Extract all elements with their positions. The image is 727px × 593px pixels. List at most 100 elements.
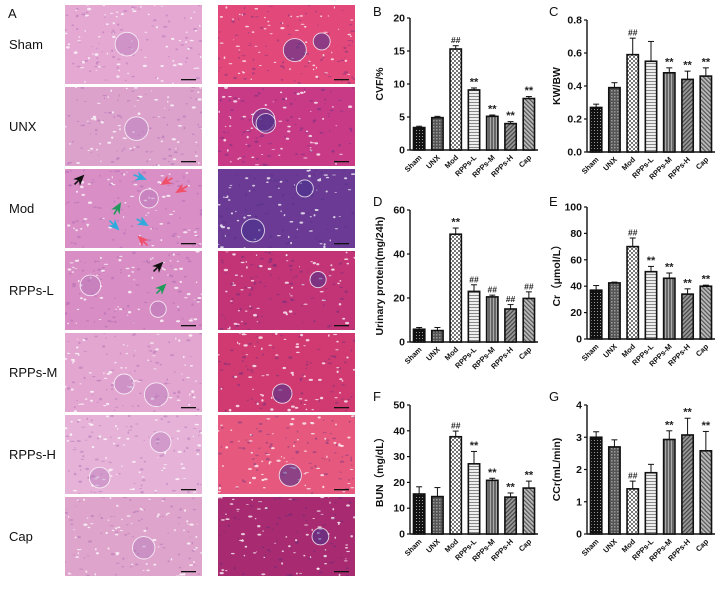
chart-b-cvf: 0 5 10 15 20 CVF/% Sham UNX ## Mod ** RPPs-L ** RPPs-… [370, 0, 550, 190]
masson-image-rpps-l [218, 251, 355, 330]
bar-unx [607, 86, 621, 153]
significance-marker: ## [451, 421, 461, 431]
significance-marker: ** [702, 56, 711, 68]
annotation-arrow-icon [175, 183, 188, 194]
bar-rpps-l [467, 89, 481, 151]
significance-marker: ## [469, 274, 479, 284]
bar-mod [626, 245, 640, 340]
x-tick-label: Cap [694, 342, 711, 359]
he-image-rpps-m [65, 333, 202, 412]
significance-marker: ## [506, 294, 516, 304]
annotation-arrow-icon [155, 283, 167, 295]
bar-mod [626, 488, 640, 535]
significance-marker: ** [683, 60, 692, 72]
significance-marker: ## [451, 35, 461, 45]
bar-mod [626, 53, 640, 153]
row-label-rpps-l: RPPs-L [9, 283, 54, 298]
panel-d-letter: D [373, 194, 383, 209]
significance-marker: ** [683, 277, 692, 289]
bar-unx [430, 116, 444, 151]
annotation-arrow-icon [111, 202, 122, 215]
significance-marker: ** [488, 104, 497, 116]
panel-e-letter: E [549, 194, 558, 209]
y-tick-label: 0.2 [567, 114, 582, 126]
y-tick-label: 40 [393, 425, 405, 437]
x-tick-label: Sham [403, 537, 424, 558]
y-tick-label: 20 [393, 477, 405, 489]
panel-b-letter: B [373, 4, 382, 19]
y-tick-label: 40 [570, 281, 582, 293]
y-tick-label: 20 [393, 293, 405, 305]
row-label-sham: Sham [9, 37, 43, 52]
masson-image-sham [218, 5, 355, 84]
row-label-rpps-h: RPPs-H [9, 447, 56, 462]
y-tick-label: 100 [564, 202, 582, 214]
row-label-rpps-m: RPPs-M [9, 365, 58, 380]
bar-rpps-h [504, 122, 518, 151]
significance-marker: ## [488, 285, 498, 295]
panel-c-letter: C [549, 4, 559, 19]
y-axis-label: KW/BW [551, 67, 563, 105]
bar-rpps-m [662, 72, 676, 153]
bar-mod [449, 233, 463, 343]
chart-g-ccr: 0 1 2 3 4 CCr(mL/min) Sham UNX ## Mod RPPs-L ** RPPs… [545, 385, 727, 588]
bar-sham [589, 289, 603, 340]
x-tick-label: Sham [403, 345, 424, 366]
y-tick-label: 5 [399, 112, 405, 124]
y-tick-label: 10 [393, 503, 405, 515]
significance-marker: ** [488, 467, 497, 479]
chart-d-urinary-protein: 0 20 40 60 Urinary protein(mg/24h) Sham UNX ** M… [370, 190, 550, 385]
annotation-arrow-icon [108, 219, 120, 231]
x-tick-label: Cap [517, 537, 534, 554]
x-tick-label: UNX [601, 155, 619, 173]
significance-marker: ** [665, 262, 674, 274]
bar-cap [699, 449, 713, 535]
bar-sham [589, 436, 603, 535]
bar-cap [522, 487, 536, 535]
significance-marker: ## [628, 28, 638, 38]
significance-marker: ** [525, 85, 534, 97]
y-axis-label: CVF/% [374, 67, 386, 101]
x-tick-label: Sham [403, 153, 424, 174]
x-tick-label: UNX [424, 345, 442, 363]
y-tick-label: 0.0 [567, 147, 582, 159]
significance-marker: ** [470, 76, 479, 88]
bar-rpps-m [662, 277, 676, 340]
y-tick-label: 10 [393, 79, 405, 91]
bar-cap [522, 97, 536, 151]
y-tick-label: 0.6 [567, 48, 582, 60]
he-image-rpps-h [65, 415, 202, 494]
bar-rpps-h [681, 293, 695, 340]
y-tick-label: 2 [576, 464, 582, 476]
masson-image-mod [218, 169, 355, 248]
bar-sham [589, 106, 603, 153]
significance-marker: ## [628, 228, 638, 238]
significance-marker: ## [628, 471, 638, 481]
x-tick-label: Sham [580, 537, 601, 558]
panel-a-letter: A [8, 6, 17, 21]
significance-marker: ** [647, 255, 656, 267]
chart-c-kw-bw: 0.0 0.2 0.4 0.6 0.8 KW/BW Sham UNX ## Mod RPPs-L **… [545, 0, 727, 190]
bar-sham [412, 493, 426, 535]
row-label-cap: Cap [9, 529, 33, 544]
x-tick-label: Cap [517, 153, 534, 170]
y-tick-label: 60 [570, 254, 582, 266]
y-tick-label: 30 [393, 451, 405, 463]
y-axis-label: BUN（mg/dL） [373, 432, 386, 507]
bar-rpps-h [681, 78, 695, 153]
bar-mod [449, 48, 463, 151]
masson-image-cap [218, 497, 355, 576]
significance-marker: ## [524, 281, 534, 291]
x-tick-label: Cap [694, 155, 711, 172]
chart-e-creatinine: 0 20 40 60 80 100 Cr（μmol/L） Sham UNX ## Mod ** RPPs… [545, 190, 727, 385]
he-image-mod [65, 169, 202, 248]
annotation-arrow-icon [137, 235, 149, 247]
significance-marker: ** [702, 420, 711, 432]
bar-unx [430, 495, 444, 535]
significance-marker: ** [506, 110, 515, 122]
bar-rpps-m [485, 479, 499, 535]
y-tick-label: 15 [393, 46, 405, 58]
significance-marker: ** [525, 470, 534, 482]
y-tick-label: 0 [399, 529, 405, 541]
masson-image-rpps-m [218, 333, 355, 412]
